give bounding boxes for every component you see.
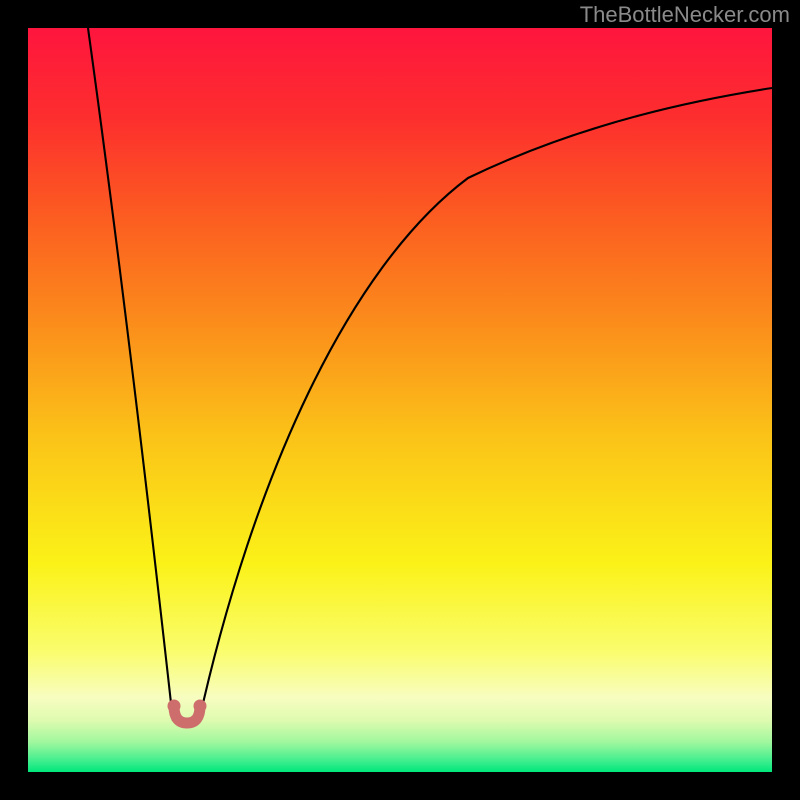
border-bottom [0, 772, 800, 800]
border-right [772, 0, 800, 800]
chart-container: TheBottleNecker.com [0, 0, 800, 800]
minimum-marker-dot-right [194, 700, 207, 713]
plot-area [28, 28, 772, 772]
border-left [0, 0, 28, 800]
bottleneck-chart [0, 0, 800, 800]
minimum-marker-dot-left [168, 700, 181, 713]
watermark-text: TheBottleNecker.com [580, 2, 790, 28]
